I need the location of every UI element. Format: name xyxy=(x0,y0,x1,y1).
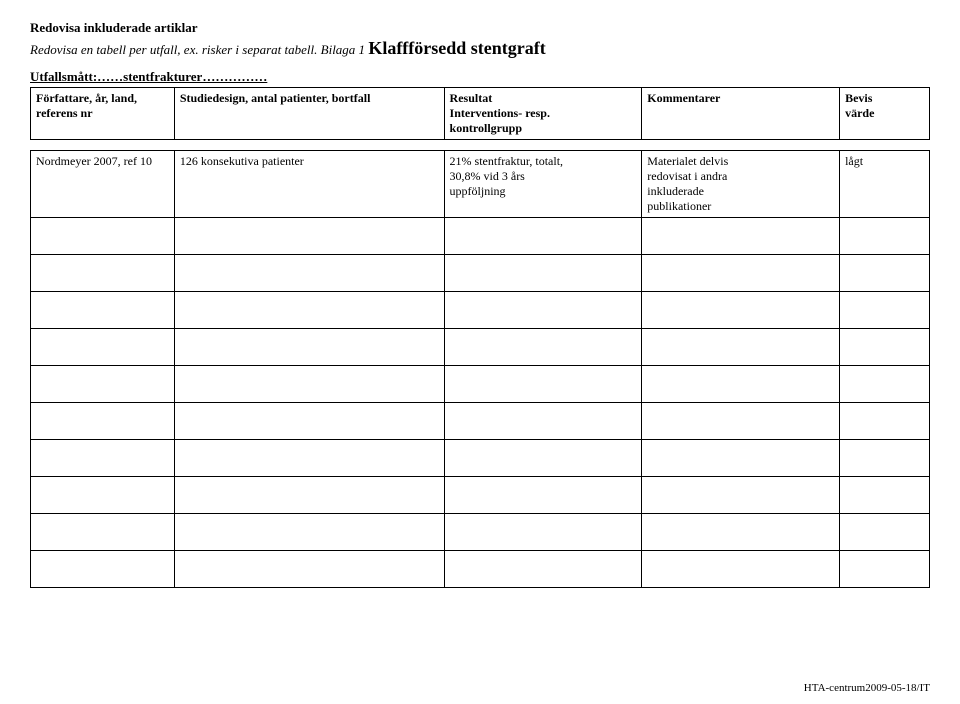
table-row xyxy=(31,366,930,403)
cell-design: 126 konsekutiva patienter xyxy=(174,151,444,218)
table-row xyxy=(31,218,930,255)
table-row xyxy=(31,514,930,551)
col-result: Resultat Interventions- resp. kontrollgr… xyxy=(444,88,642,140)
cell-evidence: lågt xyxy=(840,151,930,218)
subtitle-plain: Redovisa en tabell per utfall, ex. riske… xyxy=(30,42,368,57)
cell-comment: Materialet delvis redovisat i andra inkl… xyxy=(642,151,840,218)
spacer xyxy=(30,140,930,150)
footer: HTA-centrum2009-05-18/IT xyxy=(804,682,930,694)
header-row: Författare, år, land, referens nr Studie… xyxy=(31,88,930,140)
header-table: Författare, år, land, referens nr Studie… xyxy=(30,87,930,140)
col-result-l1: Resultat xyxy=(450,91,637,106)
col-author: Författare, år, land, referens nr xyxy=(31,88,175,140)
data-table: Nordmeyer 2007, ref 10 126 konsekutiva p… xyxy=(30,150,930,588)
cell-comment-l3: inkluderade xyxy=(647,184,834,199)
utfall-heading: Utfallsmått:……stentfrakturer…………… xyxy=(30,69,930,85)
table-row xyxy=(31,403,930,440)
cell-result-l3: uppföljning xyxy=(450,184,637,199)
cell-result: 21% stentfraktur, totalt, 30,8% vid 3 år… xyxy=(444,151,642,218)
subtitle: Redovisa en tabell per utfall, ex. riske… xyxy=(30,38,930,59)
table-row xyxy=(31,440,930,477)
cell-comment-l4: publikationer xyxy=(647,199,834,214)
cell-author: Nordmeyer 2007, ref 10 xyxy=(31,151,175,218)
table-row xyxy=(31,477,930,514)
cell-comment-l1: Materialet delvis xyxy=(647,154,834,169)
table-row: Nordmeyer 2007, ref 10 126 konsekutiva p… xyxy=(31,151,930,218)
cell-result-l1: 21% stentfraktur, totalt, xyxy=(450,154,637,169)
col-design: Studiedesign, antal patienter, bortfall xyxy=(174,88,444,140)
col-comment: Kommentarer xyxy=(642,88,840,140)
title: Redovisa inkluderade artiklar xyxy=(30,20,930,36)
page-container: Redovisa inkluderade artiklar Redovisa e… xyxy=(0,0,960,704)
col-evidence-l2: värde xyxy=(845,106,924,121)
table-row xyxy=(31,255,930,292)
col-author-l1: Författare, år, land, xyxy=(36,91,169,106)
table-row xyxy=(31,329,930,366)
table-row xyxy=(31,292,930,329)
col-result-l2: Interventions- resp. xyxy=(450,106,637,121)
col-evidence-l1: Bevis xyxy=(845,91,924,106)
col-result-l3: kontrollgrupp xyxy=(450,121,637,136)
col-evidence: Bevis värde xyxy=(840,88,930,140)
table-row xyxy=(31,551,930,588)
subtitle-bold: Klaffförsedd stentgraft xyxy=(368,38,545,58)
cell-comment-l2: redovisat i andra xyxy=(647,169,834,184)
col-author-l2: referens nr xyxy=(36,106,169,121)
cell-result-l2: 30,8% vid 3 års xyxy=(450,169,637,184)
